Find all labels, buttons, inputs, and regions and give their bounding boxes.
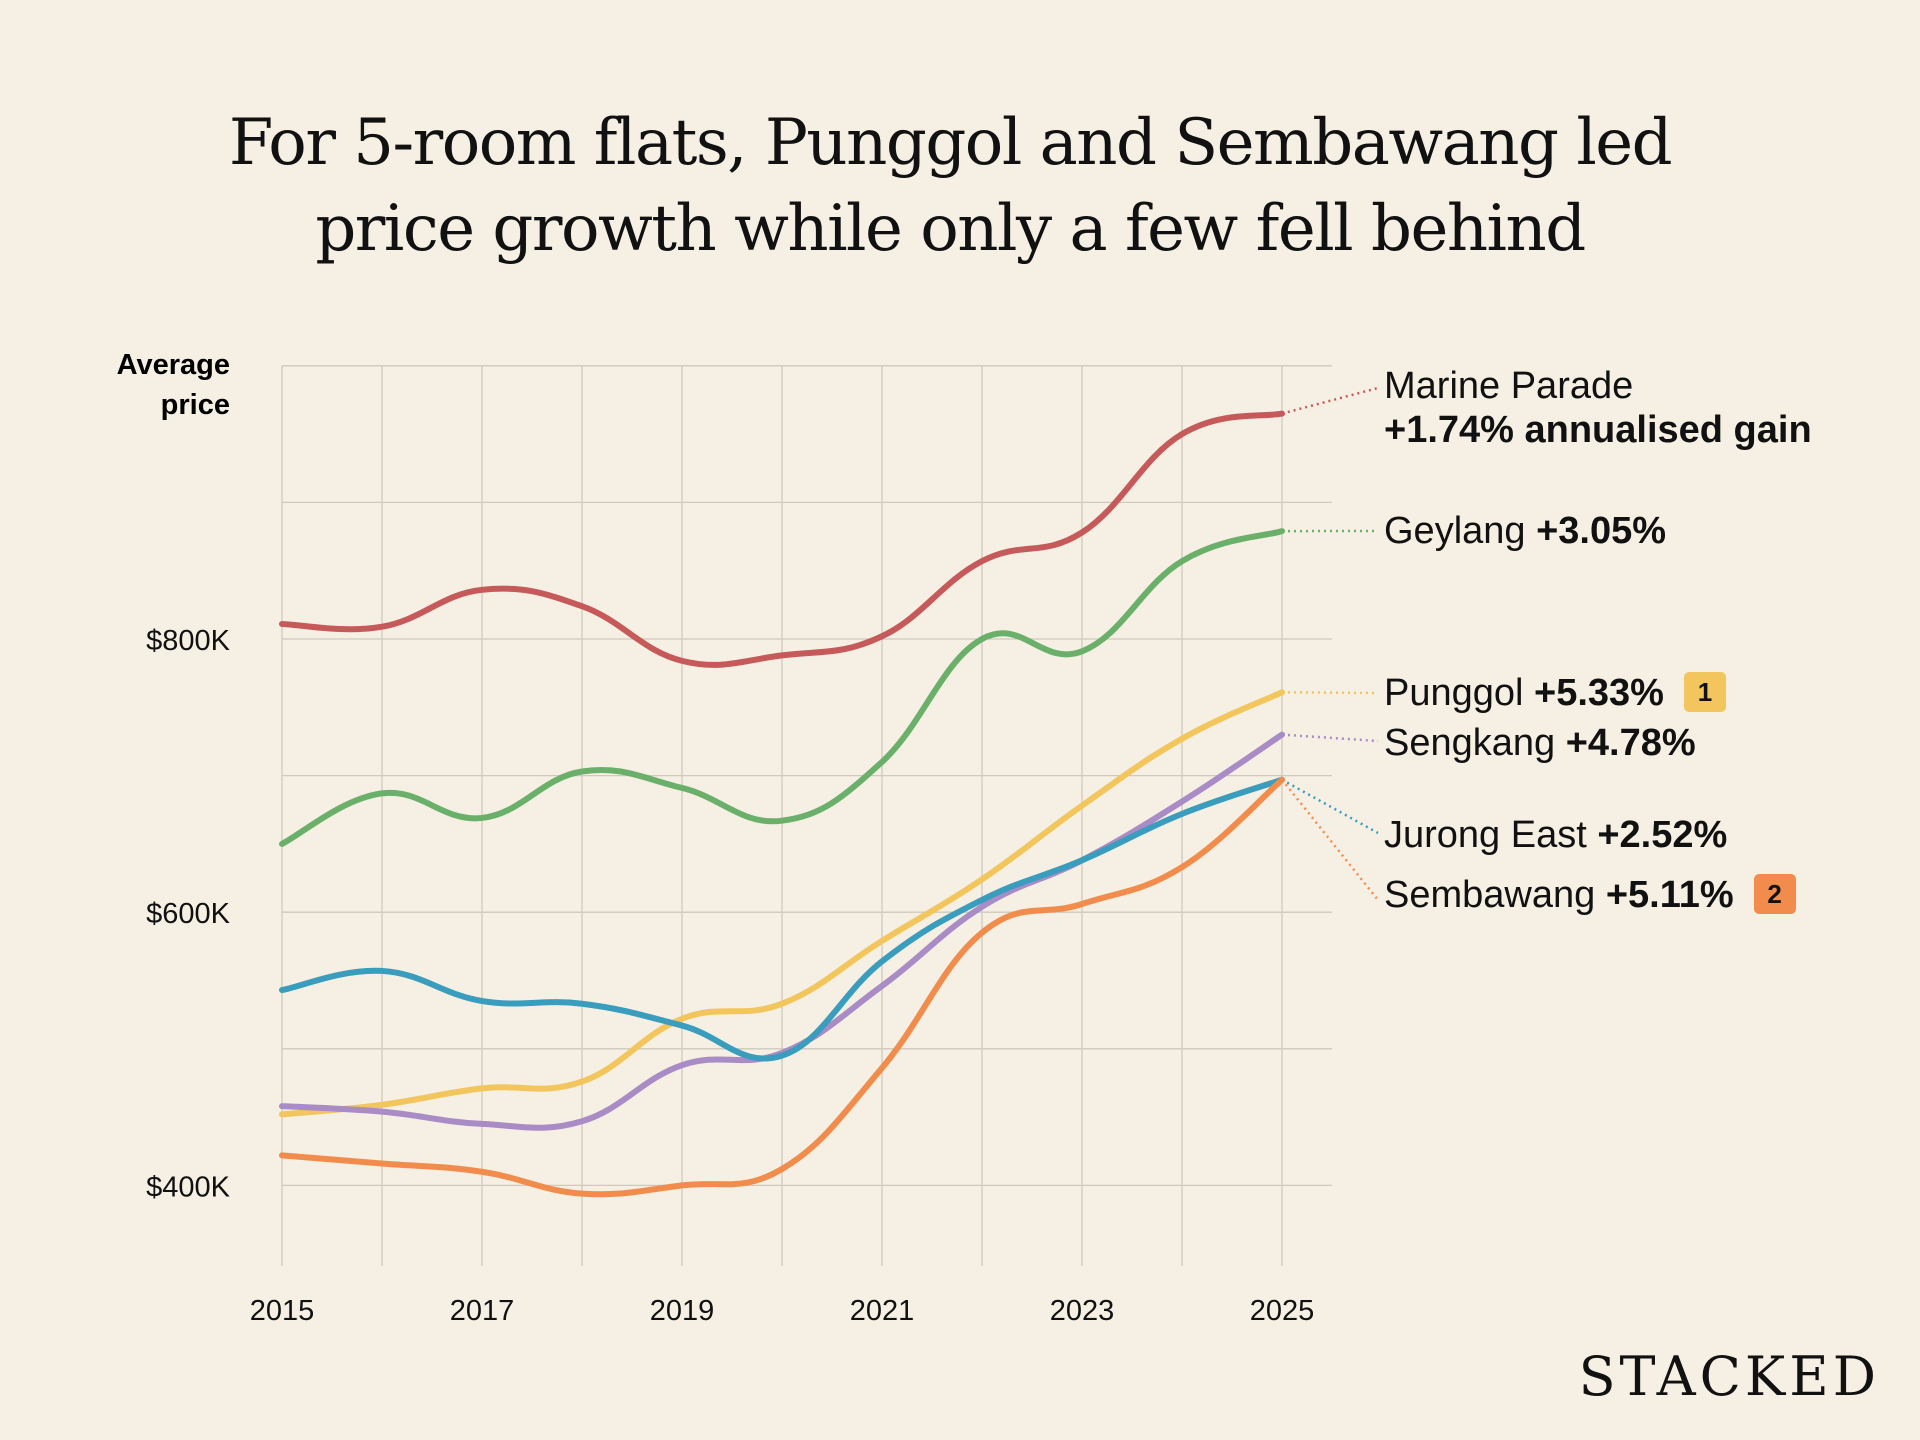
- y-axis-label-line-1: Average: [117, 349, 230, 381]
- x-tick-label: 2015: [250, 1295, 315, 1327]
- label-sembawang: Sembawang +5.11% 2: [1384, 873, 1796, 917]
- series-name: Sembawang: [1384, 874, 1596, 916]
- y-axis-label-line-2: price: [161, 389, 230, 421]
- label-punggol: Punggol +5.33% 1: [1384, 671, 1726, 715]
- connector-sembawang: [1281, 778, 1379, 901]
- series-name: Marine Parade: [1384, 365, 1634, 407]
- series-line-punggol: [279, 689, 1285, 1118]
- series-name: Sengkang: [1384, 722, 1556, 764]
- connector-sengkang: [1281, 733, 1379, 743]
- series-name: Punggol: [1384, 672, 1524, 714]
- y-tick-label: $600K: [146, 898, 231, 930]
- connector-punggol: [1281, 691, 1379, 695]
- series-value: +1.74% annualised gain: [1384, 409, 1812, 451]
- series-value: +2.52%: [1597, 814, 1728, 856]
- grid: [281, 365, 1332, 1266]
- series-value: +3.05%: [1536, 510, 1667, 552]
- label-connectors: [1281, 386, 1379, 901]
- y-tick-label: $400K: [146, 1171, 231, 1203]
- x-tick-label: 2019: [650, 1295, 715, 1327]
- series-value: +5.33%: [1534, 672, 1664, 714]
- series-line-geylang: [279, 528, 1285, 847]
- series-line-marine-parade: [279, 410, 1285, 668]
- series-name: Jurong East: [1384, 814, 1587, 856]
- series-line-sembawang: [279, 776, 1285, 1198]
- x-tick-label: 2021: [850, 1295, 915, 1327]
- series-value: +5.11%: [1605, 874, 1734, 916]
- series-name: Geylang: [1384, 510, 1526, 552]
- rank-badge-2: 2: [1753, 873, 1796, 914]
- label-geylang: Geylang +3.05%: [1384, 509, 1666, 553]
- axes: Average price $400K $600K $800K 2015 2017 201…: [117, 349, 1315, 1327]
- connector-marine-parade: [1281, 386, 1379, 415]
- rank-badge-1: 1: [1683, 671, 1726, 712]
- connector-jurong-east: [1281, 778, 1379, 835]
- chart-title: For 5-room flats, Punggol and Sembawang …: [0, 100, 1900, 272]
- stacked-logo: STACKED: [1578, 1345, 1880, 1408]
- title-line-2: price growth while only a few fell behin…: [315, 192, 1586, 266]
- label-sengkang: Sengkang +4.78%: [1384, 721, 1696, 765]
- x-tick-label: 2025: [1250, 1295, 1315, 1327]
- series-value: +4.78%: [1565, 722, 1696, 764]
- series-lines: [279, 410, 1285, 1198]
- series-line-jurong-east: [279, 776, 1285, 1062]
- x-tick-label: 2023: [1050, 1295, 1115, 1327]
- y-tick-label: $800K: [146, 625, 231, 657]
- x-tick-label: 2017: [450, 1295, 515, 1327]
- label-marine-parade: Marine Parade +1.74% annualised gain: [1384, 364, 1812, 452]
- label-jurong-east: Jurong East +2.52%: [1384, 813, 1727, 857]
- title-line-1: For 5-room flats, Punggol and Sembawang …: [228, 106, 1673, 180]
